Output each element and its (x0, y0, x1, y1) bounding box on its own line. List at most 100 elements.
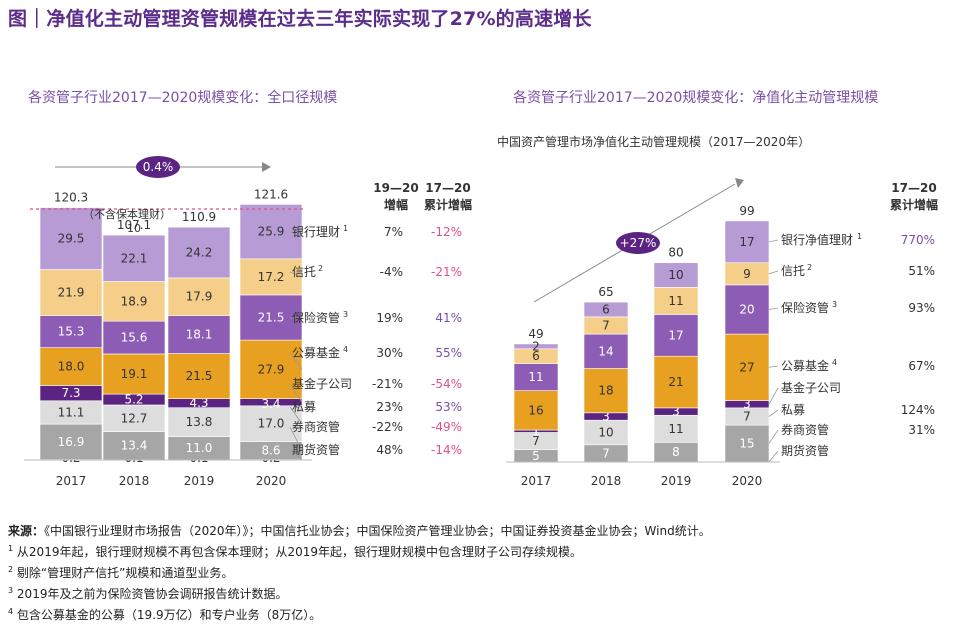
growth-19-20-value: -22% (372, 420, 403, 434)
bar-value-label: 6 (532, 349, 540, 363)
bar-segment (239, 339, 303, 399)
total-label: 49 (528, 327, 543, 341)
bar-value-label: 15 (739, 437, 754, 451)
growth-badge (136, 156, 180, 178)
bar-value-label: 3 (672, 405, 680, 419)
bar-value-label: 24.2 (186, 246, 213, 260)
bar-value-label: 7 (743, 409, 751, 423)
bar-value-label: 2 (532, 339, 540, 353)
extra-value-label: 10 (127, 222, 141, 235)
bar-segment (724, 220, 770, 264)
bar-value-label: 8.6 (261, 444, 280, 458)
leader-line (768, 239, 779, 243)
growth-17-20-value: -21% (431, 265, 462, 279)
legend-footnote-mark: 1 (857, 232, 862, 241)
bar-value-label: 7 (602, 446, 610, 460)
bar-segment (724, 424, 770, 463)
x-tick-label: 2019 (184, 474, 215, 488)
source-label: 来源： (8, 524, 45, 538)
legend-label: 私募 (292, 400, 316, 414)
leader-line (768, 409, 779, 417)
bar-value-label: 5 (532, 449, 540, 463)
x-tick-label: 2019 (661, 474, 692, 488)
leader-line (768, 387, 779, 405)
leader-line (768, 270, 779, 275)
growth-badge-label: 0.4% (143, 160, 174, 174)
growth-badge (616, 232, 660, 254)
leader-line (289, 271, 303, 278)
bar-value-label: 12.7 (121, 411, 148, 425)
bar-segment (167, 407, 231, 437)
bar-segment (653, 414, 699, 443)
bar-value-label: 21 (668, 375, 683, 389)
total-label: 120.3 (54, 191, 88, 205)
leader-line (768, 307, 779, 310)
bar-value-label: 13.8 (186, 415, 213, 429)
bar-value-label: 18 (598, 384, 613, 398)
bar-value-label: 14 (598, 344, 613, 358)
bar-value-label: 11 (668, 422, 683, 436)
bar-value-label: 11 (668, 294, 683, 308)
growth-17-20-value: -54% (431, 377, 462, 391)
source-line: 来源：《中国银行业理财市场报告（2020年）》；中国信托业协会；中国保险资产管理… (8, 523, 711, 540)
growth-17-20-value: 55% (435, 346, 462, 360)
bar-segment (102, 353, 166, 395)
footnote-3-text: 2019年及之前为保险资管协会调研报告统计数据。 (16, 587, 288, 601)
footnote-3: 3 2019年及之前为保险资管协会调研报告统计数据。 (8, 586, 288, 601)
bar-value-label: 16 (528, 403, 543, 417)
bar-segment (239, 294, 303, 341)
legend-footnote-mark: 3 (832, 300, 837, 309)
bar-value-label: 3.4 (261, 397, 280, 411)
bar-segment (167, 315, 231, 354)
bar-value-label: 18.0 (58, 360, 85, 374)
bar-value-label: 13.4 (121, 439, 148, 453)
bar-value-label: 27 (739, 360, 754, 374)
growth-17-20-value: 770% (901, 233, 935, 247)
growth-17-20-value: 51% (908, 264, 935, 278)
bar-value-label: 6 (602, 302, 610, 316)
legend-label: 银行理财 (292, 225, 340, 239)
bar-value-label: 17 (739, 235, 754, 249)
bar-value-label: 18.9 (121, 294, 148, 308)
bar-value-label: 8 (672, 445, 680, 459)
growth-19-20-value: 30% (376, 346, 403, 360)
bar-value-label: 11 (528, 370, 543, 384)
bar-value-label: 1 (532, 424, 540, 438)
bar-segment (39, 347, 103, 386)
bar-segment (583, 301, 629, 318)
bar-segment (583, 368, 629, 414)
legend-footnote-mark: 2 (807, 263, 812, 272)
legend-footnote-mark: 1 (343, 224, 348, 233)
total-label: 107.1 (117, 218, 151, 232)
footnote-1-text: 从2019年起，银行理财规模不再包含保本理财；从2019年起，银行理财规模中包含… (16, 545, 583, 559)
legend-label: 银行净值理财 (781, 232, 853, 247)
bar-value-label: 15.6 (121, 331, 148, 345)
leader-line (768, 450, 779, 463)
x-tick-label: 2020 (256, 474, 287, 488)
bar-value-label: 10 (668, 268, 683, 282)
page-title: 图｜净值化主动管理资管规模在过去三年实际实现了27%的高速增长 (8, 8, 592, 30)
bar-segment (653, 262, 699, 288)
bar-segment (167, 353, 231, 399)
leader-line (289, 449, 303, 461)
legend-footnote-mark: 2 (318, 264, 323, 273)
right-chart-caption: 中国资产管理市场净值化主动管理规模（2017—2020年） (497, 135, 811, 149)
column-header-1-line-2: 增幅 (384, 197, 408, 212)
growth-17-20-value: 41% (435, 311, 462, 325)
bar-value-label: 11.0 (186, 441, 213, 455)
bar-segment (39, 269, 103, 316)
footnote-2: 2 剔除“管理财产信托”规模和通道型业务。 (8, 565, 234, 580)
x-tick-label: 2018 (591, 474, 622, 488)
bar-value-label: 27.9 (258, 362, 285, 376)
growth-19-20-value: 19% (376, 311, 403, 325)
leader-line (289, 383, 303, 403)
legend-footnote-mark: 4 (343, 345, 348, 354)
leader-line (768, 365, 779, 368)
growth-17-20-value: 93% (908, 301, 935, 315)
legend-label: 信托 (781, 264, 805, 278)
bar-value-label: 17 (668, 328, 683, 342)
left-chart-subtitle: 各资管子行业2017—2020规模变化：全口径规模 (28, 90, 338, 106)
bar-segment (102, 404, 166, 432)
footnote-4-text: 包含公募基金的公募（19.9万亿）和专户业务（8万亿）。 (16, 608, 322, 622)
bar-value-label: 21.9 (58, 286, 85, 300)
